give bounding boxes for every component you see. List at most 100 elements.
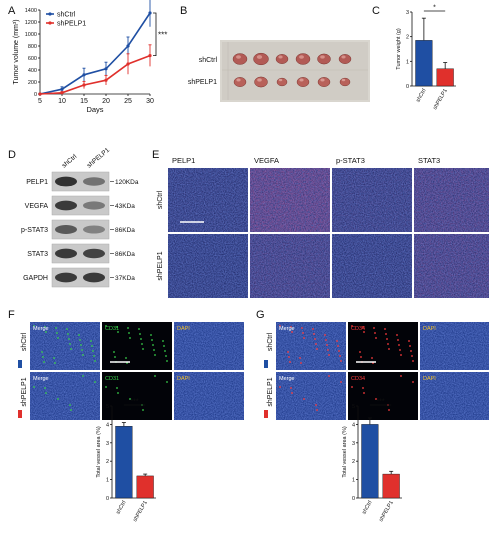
wb-band: [55, 200, 77, 211]
a-x-axis-label: Days: [86, 105, 103, 114]
wb-band: [83, 248, 105, 259]
g-category-label: shCtrl: [361, 500, 373, 515]
tumor-shctrl: [295, 53, 311, 65]
a-series-line-shctrl: [39, 12, 151, 95]
wb-band: [55, 176, 77, 187]
a-data-point: [148, 11, 152, 15]
panel-letter-b: B: [180, 5, 187, 17]
wb-band: [83, 201, 105, 210]
wb-column-label: shPELP1: [86, 147, 112, 170]
g-bar-shpelp1: [382, 473, 400, 499]
f-overlay-label: DAPI: [177, 376, 190, 382]
c-y-tick-label: 3: [406, 10, 409, 16]
tumor-shpelp1: [254, 76, 268, 88]
g-overlay-label: Merge: [279, 326, 295, 332]
tumor-shctrl: [338, 54, 352, 64]
c-y-tick-label: 2: [406, 35, 409, 41]
f-overlay-label: CD31: [105, 376, 119, 382]
g-row-label: shPELP1: [267, 377, 274, 406]
g-significance-label: ***: [376, 399, 384, 406]
a-legend-label: shPELP1: [57, 21, 86, 28]
f-row-label: shPELP1: [21, 377, 28, 406]
a-data-point: [38, 92, 42, 96]
c-y-tick-label: 1: [406, 59, 409, 65]
a-y-tick-label: 200: [28, 80, 37, 86]
e-column-label: PELP1: [172, 156, 195, 165]
wb-protein-label: GAPDH: [23, 275, 48, 282]
a-y-axis-label: Tumor volume (mm³): [13, 19, 20, 84]
a-x-tick-label: 5: [38, 98, 42, 105]
e-column-label: p-STAT3: [336, 156, 365, 165]
a-data-point: [126, 62, 130, 66]
wb-size-label: 37KDa: [115, 275, 135, 282]
e-row-label: shCtrl: [157, 190, 164, 209]
a-data-point: [104, 67, 108, 71]
panel-letter-f: F: [8, 309, 15, 321]
panel-a-line-chart: 0 200 400 600 800 1000 1200 1400 5 10 15 20 25 30 Days…: [13, 0, 167, 114]
f-y-tick-label: 4: [106, 422, 109, 428]
g-y-tick-label: 1: [352, 478, 355, 484]
tumor-shctrl: [253, 52, 269, 66]
wb-size-label: 86KDa: [115, 251, 135, 258]
c-category-label: shCtrl: [415, 88, 427, 103]
g-group-swatch: [264, 360, 268, 368]
a-series-line-shpelp1: [39, 54, 151, 95]
tumor-row-label-shpelp1: shPELP1: [188, 79, 217, 86]
g-overlay-label: CD34: [351, 376, 365, 382]
a-x-tick-label: 15: [80, 98, 88, 105]
panel-letter-g: G: [256, 309, 265, 321]
c-y-tick-label: 0: [406, 84, 409, 90]
e-column-label: VEGFA: [254, 156, 279, 165]
panel-letter-c: C: [372, 5, 380, 17]
g-y-tick-label: 0: [352, 496, 355, 502]
a-x-tick-label: 25: [124, 98, 132, 105]
f-y-tick-label: 3: [106, 441, 109, 447]
f-y-tick-label: 0: [106, 496, 109, 502]
f-category-label: shCtrl: [115, 500, 127, 515]
tumor-shpelp1: [276, 77, 288, 87]
g-overlay-label: Merge: [279, 376, 295, 382]
a-data-point: [148, 54, 152, 58]
a-significance-bracket: [153, 12, 157, 56]
tumor-shctrl: [275, 54, 289, 64]
g-y-tick-label: 5: [352, 404, 355, 410]
wb-band: [55, 225, 77, 234]
wb-column-label: shCtrl: [61, 153, 79, 170]
wb-protein-label: p-STAT3: [21, 227, 48, 234]
wb-protein-label: VEGFA: [25, 203, 49, 210]
wb-size-label: 43KDa: [115, 203, 135, 210]
panel-letter-e: E: [152, 149, 159, 161]
g-image-tile: [348, 372, 418, 420]
a-y-tick-label: 0: [34, 92, 37, 98]
wb-band: [55, 248, 77, 259]
f-row-label: shCtrl: [21, 332, 28, 351]
panel-g-if-grid: shCtrl Merge CD34 DAPI shPELP1 Merge CD34 DAPI: [264, 322, 489, 420]
wb-protein-label: PELP1: [26, 179, 48, 186]
a-x-tick-label: 30: [146, 98, 154, 105]
wb-band: [83, 272, 105, 283]
g-group-swatch: [264, 410, 268, 418]
a-data-point: [82, 83, 86, 87]
f-overlay-label: Merge: [33, 376, 49, 382]
a-y-tick-label: 1200: [25, 20, 37, 26]
panel-f-if-grid: shCtrl Merge CD31 DAPI shPELP1 Merge CD31 DAPI: [18, 322, 244, 420]
wb-band: [55, 272, 77, 283]
panel-letter-a: A: [8, 5, 16, 17]
g-y-tick-label: 3: [352, 441, 355, 447]
a-data-point: [60, 91, 64, 95]
tumor-shpelp1: [296, 77, 310, 87]
e-column-label: STAT3: [418, 156, 440, 165]
panel-d-western-blot: shCtrl shPELP1 PELP1 120KDa VEGFA 43KDa p-STAT…: [21, 147, 139, 288]
a-data-point: [126, 44, 130, 48]
f-y-tick-label: 1: [106, 478, 109, 484]
a-y-tick-label: 1400: [25, 8, 37, 14]
tumor-shctrl: [317, 53, 331, 65]
panel-letter-d: D: [8, 149, 16, 161]
c-category-label: shPELP1: [432, 88, 449, 111]
g-y-tick-label: 4: [352, 422, 355, 428]
c-bar-shpelp1: [436, 68, 454, 87]
c-y-axis-label: Tumor weight (g): [396, 28, 402, 70]
g-y-tick-label: 2: [352, 459, 355, 465]
f-group-swatch: [18, 360, 22, 368]
